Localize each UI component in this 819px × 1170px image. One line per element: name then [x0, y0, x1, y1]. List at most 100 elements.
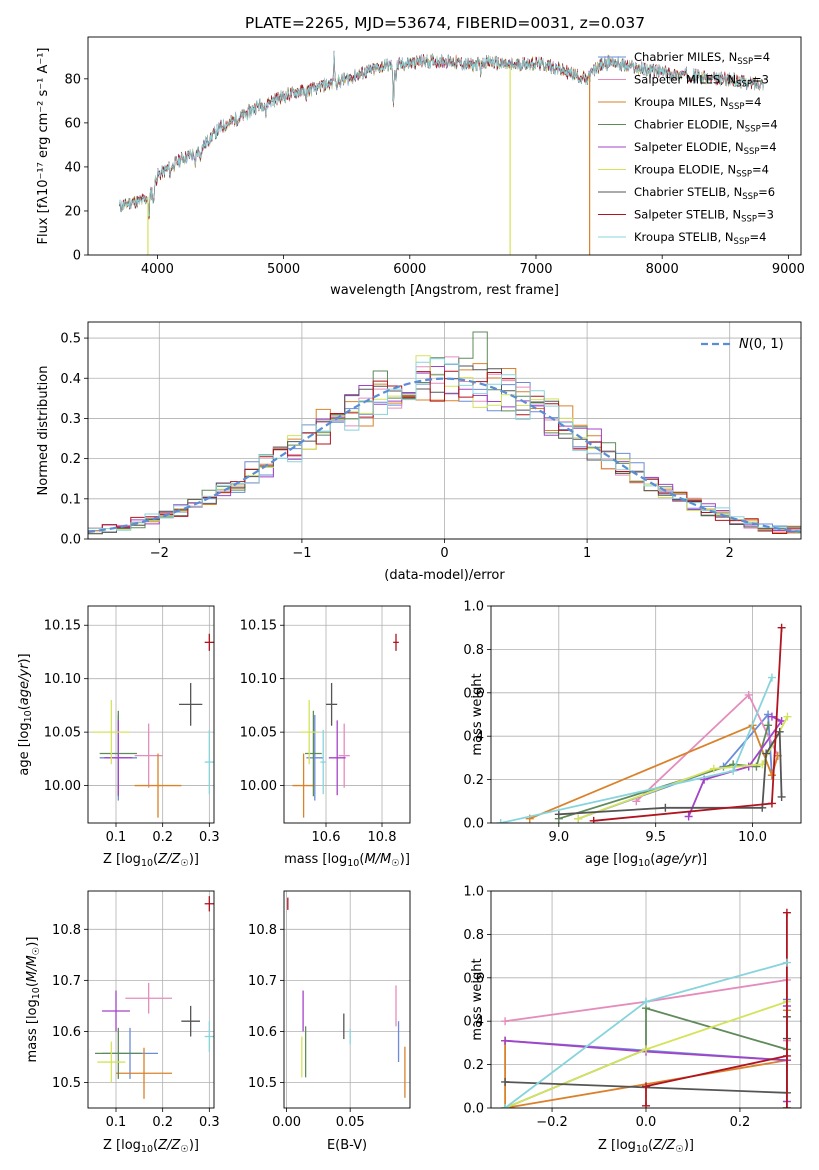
massweight_vs_age-ytick-label: 0.8	[463, 643, 484, 658]
massweight-series-line	[558, 725, 769, 820]
massweight-marker	[642, 1045, 650, 1054]
legend-entry: Salpeter STELIB, NSSP=3	[634, 208, 774, 225]
age_vs_Z-ytick-label: 10.00	[44, 779, 81, 794]
massweight-marker	[501, 1017, 510, 1026]
massweight_vs_age-panel: 9.0 9.5 10.0 0.0 0.2 0.4 0.6 0.8 1.0 age [log10(a…	[463, 600, 802, 869]
mass_vs_Z-plot-area	[95, 896, 214, 1099]
spectrum-ytick-label: 40	[64, 160, 81, 175]
massweight-z-xlabel: Z [log10(Z/Z☉)]	[598, 1138, 694, 1155]
residual_histograms-xtick-label: −2	[150, 546, 169, 561]
massweight_vs_age-ytick-label: 0.4	[463, 730, 484, 745]
legend-entry: Kroupa ELODIE, NSSP=4	[634, 163, 769, 180]
massweight_vs_Z-ytick-label: 0.0	[463, 1102, 484, 1117]
massweight-marker	[632, 797, 641, 806]
age_vs_Z-ytick-label: 10.10	[44, 672, 81, 687]
age_vs_mass-frame	[283, 605, 411, 824]
legend-entry: Chabrier ELODIE, NSSP=4	[634, 118, 778, 135]
residual_histograms-ytick-label: 0.1	[60, 492, 81, 507]
massweight-series-line	[558, 731, 783, 816]
massweight-age-ylabel: mass weight	[470, 673, 485, 755]
massweight_vs_Z-ytick-label: 1.0	[463, 885, 484, 900]
mass_vs_EBV-xtick-label: 0.00	[272, 1115, 301, 1130]
age_vs_Z-xtick-label: 0.3	[199, 830, 220, 845]
massweight_vs_Z-xtick-label: −0.2	[536, 1115, 568, 1130]
massweight-marker	[501, 1036, 510, 1045]
massweight_vs_age-ytick-label: 0.2	[463, 773, 484, 788]
massweight-series-line	[645, 911, 788, 1108]
massweight-series-line	[635, 694, 779, 802]
mass_vs_Z-xtick-label: 0.3	[199, 1115, 220, 1130]
legend-entry: Kroupa MILES, NSSP=4	[634, 95, 761, 112]
massweight-marker	[642, 1082, 650, 1091]
residual_histograms-xtick-label: 1	[583, 546, 591, 561]
spectrum-series-line	[119, 51, 764, 217]
massweight-marker	[782, 1051, 791, 1060]
age_vs_mass-grid	[284, 606, 410, 823]
spectrum-legend: Chabrier MILES, NSSP=4 Salpeter MILES, NS…	[598, 50, 778, 247]
age_vs_mass-ytick-label: 10.15	[240, 619, 277, 634]
massweight-marker	[782, 1104, 791, 1108]
age_vs_Z-panel: 0.1 0.2 0.3 10.00 10.05 10.10 10.15 Z [log10(Z/…	[17, 605, 220, 869]
histogram-legend: N(0, 1)	[701, 337, 784, 352]
massweight-marker	[767, 673, 776, 682]
massweight-marker	[589, 816, 598, 823]
histogram-xlabel: (data-model)/error	[384, 568, 505, 583]
spectrum-title: PLATE=2265, MJD=53674, FIBERID=0031, z=0…	[245, 14, 645, 32]
legend-entry: Kroupa STELIB, NSSP=4	[634, 230, 766, 247]
mass_vs_Z-ytick-label: 10.8	[52, 923, 81, 938]
mass_vs_EBV-ytick-label: 10.7	[248, 974, 277, 989]
age_vs_Z-ytick-label: 10.15	[44, 619, 81, 634]
massweight-marker	[661, 803, 670, 812]
age_vs_Z-plot-area	[92, 633, 214, 818]
age-mass-xlabel: mass [log10(M/M☉)]	[284, 852, 410, 869]
spectrum-xtick-label: 8000	[646, 262, 679, 277]
mass_vs_Z-panel: 0.1 0.2 0.3 10.5 10.6 10.7 10.8 Z [log10(Z/Z☉)]…	[25, 890, 220, 1155]
mass_vs_EBV-panel: 0.00 0.05 10.5 10.6 10.7 10.8 E(B-V)	[248, 890, 411, 1153]
residual_histograms-ytick-label: 0.2	[60, 452, 81, 467]
massweight-marker	[642, 997, 650, 1006]
massweight-marker	[764, 721, 773, 730]
massweight_vs_age-xtick-label: 9.0	[548, 830, 569, 845]
age_vs_mass-ytick-label: 10.10	[240, 672, 277, 687]
spectrum-ytick-label: 0	[73, 249, 81, 264]
massweight-marker	[777, 623, 786, 632]
legend-entry: Chabrier MILES, NSSP=4	[634, 50, 770, 67]
residual_histograms-frame	[87, 321, 802, 540]
massweight-marker	[554, 810, 563, 819]
spectrum-ylabel: Flux [fλ10⁻¹⁷ erg cm⁻² s⁻¹ A⁻¹]	[36, 48, 51, 245]
massweight_vs_age-frame	[490, 605, 802, 824]
spectrum-xlabel: wavelength [Angstrom, rest frame]	[330, 283, 559, 298]
mass_vs_Z-ytick-label: 10.6	[52, 1025, 81, 1040]
mass-ebv-xlabel: E(B-V)	[327, 1138, 367, 1153]
legend-entry: Chabrier STELIB, NSSP=6	[634, 185, 775, 202]
mass-z-ylabel: mass [log10(M/M☉)]	[25, 937, 42, 1063]
residual_histograms-xtick-label: 0	[440, 546, 448, 561]
mass_vs_EBV-ytick-label: 10.5	[248, 1076, 277, 1091]
mass_vs_EBV-frame	[283, 890, 411, 1109]
massweight_vs_age-xtick-label: 10.0	[738, 830, 767, 845]
mass_vs_EBV-plot-area	[287, 897, 406, 1098]
massweight-marker	[767, 771, 776, 780]
residual_histograms-ytick-label: 0.3	[60, 412, 81, 427]
age_vs_Z-grid	[88, 606, 214, 823]
mass-z-xlabel: Z [log10(Z/Z☉)]	[103, 1138, 199, 1155]
massweight-marker	[782, 908, 791, 917]
massweight-marker	[709, 764, 718, 773]
age_vs_Z-frame	[87, 605, 215, 824]
age_vs_Z-xtick-label: 0.2	[152, 830, 173, 845]
massweight-marker	[744, 690, 753, 699]
mass_vs_Z-ytick-label: 10.7	[52, 974, 81, 989]
legend-entry: Salpeter MILES, NSSP=3	[634, 73, 769, 90]
spectrum-xtick-label: 9000	[772, 262, 805, 277]
massweight-marker	[767, 799, 776, 808]
age_vs_mass-xtick-label: 10.8	[368, 830, 397, 845]
massweight-marker	[782, 958, 791, 967]
residual_histograms-ytick-label: 0.0	[60, 533, 81, 548]
residual_histograms-xtick-label: −1	[292, 546, 311, 561]
massweight-marker	[777, 792, 786, 801]
age_vs_mass-ytick-label: 10.05	[240, 726, 277, 741]
massweight_vs_age-plot-area	[496, 623, 792, 823]
age_vs_Z-xtick-label: 0.1	[106, 830, 127, 845]
massweight-marker	[752, 762, 761, 771]
